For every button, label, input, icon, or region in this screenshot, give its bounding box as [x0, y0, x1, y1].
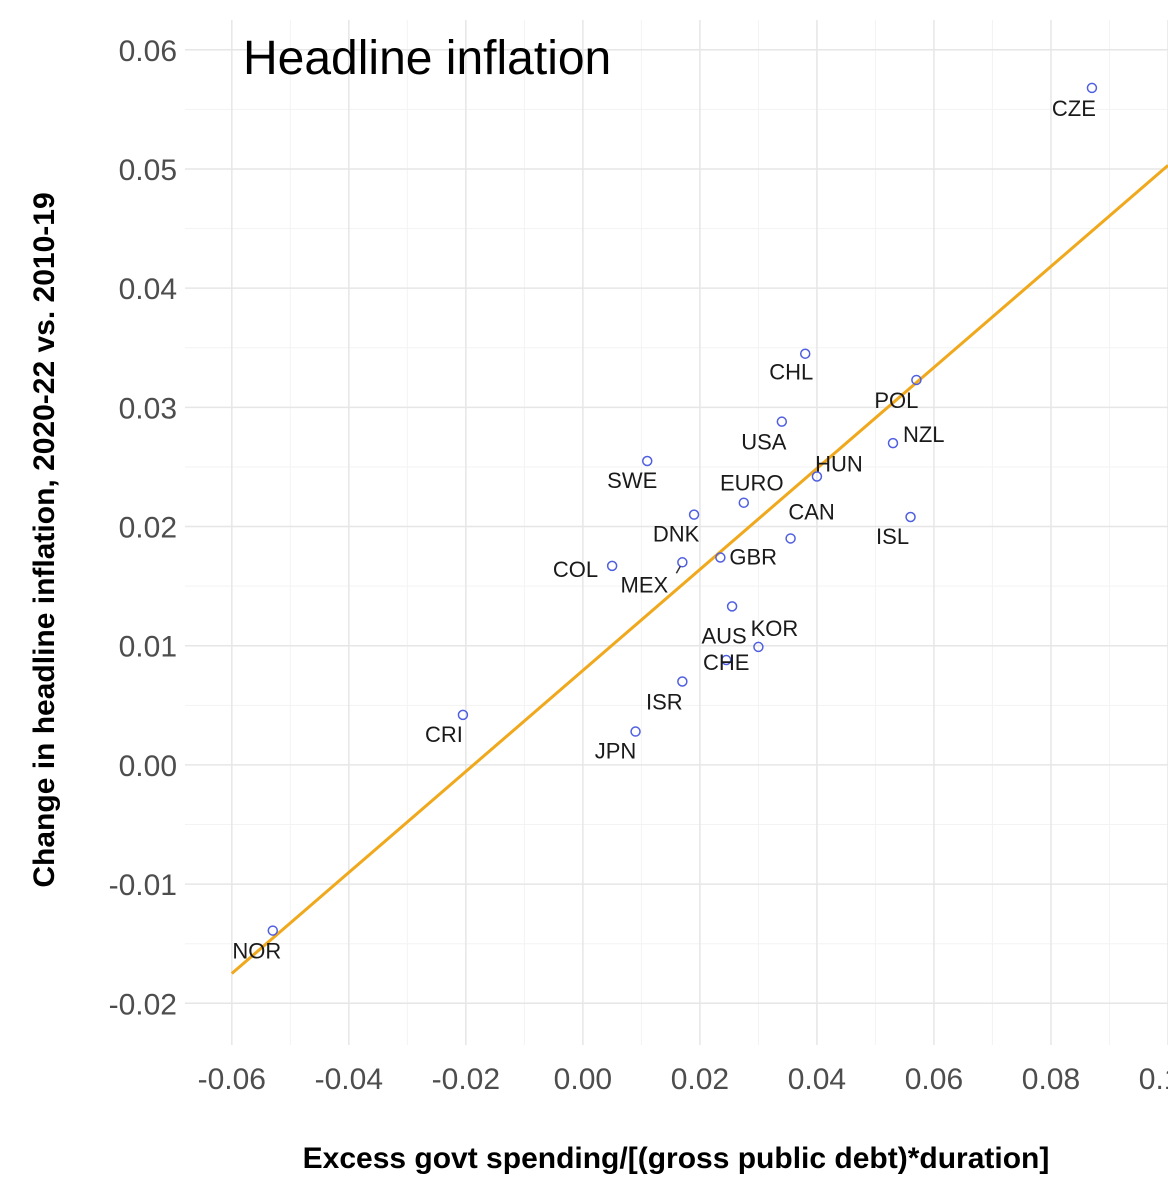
y-tick-label: -0.02 — [109, 988, 177, 1021]
chart-title: Headline inflation — [243, 32, 611, 85]
point-label-cze: CZE — [1052, 96, 1096, 121]
data-point-gbr — [715, 552, 726, 563]
grid-lines — [185, 20, 1168, 1045]
data-point-isl — [905, 511, 916, 523]
data-point-nor — [267, 925, 279, 936]
y-axis-title: Change in headline inflation, 2020-22 vs… — [28, 192, 61, 887]
point-label-cri: CRI — [425, 722, 463, 747]
data-point-cze — [1086, 82, 1098, 94]
data-point-chl — [799, 348, 811, 359]
y-axis-ticks: -0.02 -0.01 0.00 0.01 0.02 0.03 0.04 0.05 0.06 — [109, 35, 177, 1021]
data-point-jpn — [630, 726, 641, 737]
point-label-nor: NOR — [232, 939, 281, 964]
data-point-nzl — [887, 437, 899, 449]
point-label-isl: ISL — [876, 524, 909, 549]
point-label-aus: AUS — [701, 623, 746, 648]
y-tick-label: 0.04 — [119, 273, 177, 306]
x-tick-label: 0.06 — [905, 1063, 963, 1096]
data-point-che — [720, 654, 732, 666]
x-tick-label: 0.04 — [788, 1063, 846, 1096]
y-tick-label: 0.03 — [119, 392, 177, 425]
y-tick-label: 0.02 — [119, 512, 177, 545]
data-point-col — [606, 560, 618, 572]
point-label-swe: SWE — [607, 468, 657, 493]
point-label-usa: USA — [741, 430, 787, 455]
x-tick-label: -0.02 — [432, 1063, 500, 1096]
point-label-mex: MEX — [621, 572, 669, 597]
point-label-gbr: GBR — [729, 545, 777, 570]
point-label-nzl: NZL — [903, 422, 945, 447]
x-tick-label: 0.00 — [554, 1063, 612, 1096]
x-tick-label: 0.08 — [1022, 1063, 1080, 1096]
point-label-hun: HUN — [815, 451, 863, 476]
data-point-dnk — [688, 509, 700, 520]
point-label-can: CAN — [788, 499, 834, 524]
data-point-hun — [811, 471, 823, 482]
data-point-cri — [457, 709, 469, 721]
point-label-isr: ISR — [646, 689, 683, 714]
point-label-pol: POL — [874, 388, 918, 413]
y-tick-label: 0.06 — [119, 35, 177, 68]
point-label-chl: CHL — [769, 360, 813, 385]
data-point-swe — [641, 455, 653, 467]
x-tick-label: 0.02 — [671, 1063, 729, 1096]
x-axis-title: Excess govt spending/[(gross public debt… — [303, 1142, 1050, 1175]
y-tick-label: 0.00 — [119, 750, 177, 783]
point-label-euro: EURO — [720, 471, 784, 496]
x-tick-label: -0.06 — [198, 1063, 266, 1096]
data-point-isr — [677, 676, 688, 687]
data-point-usa — [776, 416, 788, 427]
data-point-can — [785, 533, 796, 544]
mex-label-connector — [675, 565, 682, 574]
point-label-dnk: DNK — [653, 522, 700, 547]
x-axis-ticks: -0.06 -0.04 -0.02 0.00 0.02 0.04 0.06 0.08 0.10 — [198, 1063, 1168, 1096]
data-point-euro — [738, 497, 750, 508]
fit-line — [230, 164, 1168, 975]
data-point-aus — [726, 601, 738, 612]
data-point-pol — [911, 374, 922, 386]
point-label-kor: KOR — [751, 616, 799, 641]
x-tick-label: -0.04 — [315, 1063, 383, 1096]
point-label-jpn: JPN — [595, 739, 637, 764]
point-label-col: COL — [553, 557, 598, 582]
data-point-kor — [753, 641, 764, 653]
data-point-mex — [677, 557, 688, 568]
y-tick-label: 0.05 — [119, 154, 177, 187]
x-tick-label: 0.10 — [1139, 1063, 1168, 1096]
data-points: CZE CHL POL USA NZL SWE HUN EURO DNK ISL CAN GBR MEX… — [232, 82, 1098, 964]
y-tick-label: 0.01 — [119, 631, 177, 664]
y-tick-label: -0.01 — [109, 869, 177, 902]
point-label-che: CHE — [703, 650, 749, 675]
fit-line-group — [230, 164, 1168, 975]
